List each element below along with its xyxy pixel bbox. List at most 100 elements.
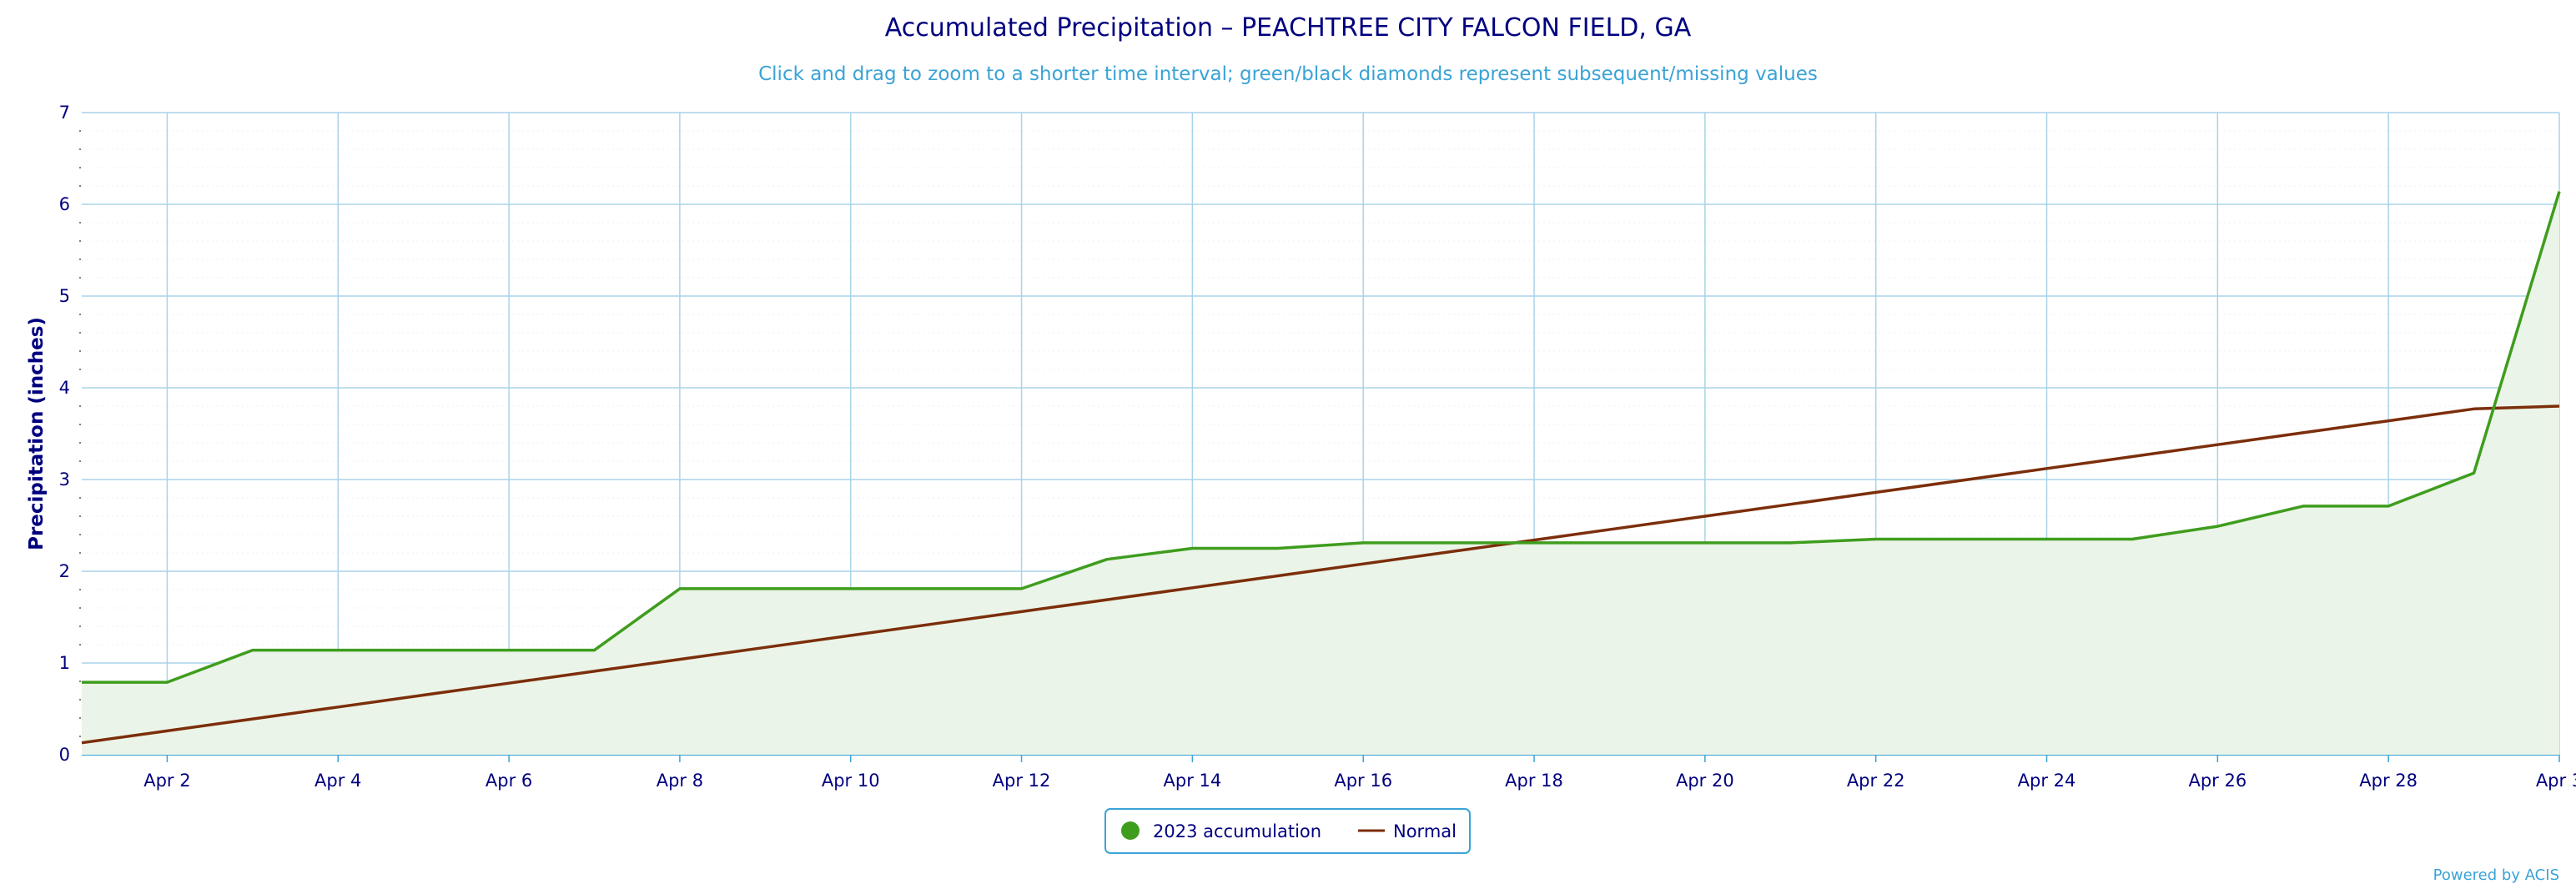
legend-box	[1104, 808, 1471, 854]
point-normal[interactable]	[1529, 535, 1539, 545]
point-normal[interactable]	[2469, 404, 2479, 414]
point-2023[interactable]	[1956, 535, 1966, 545]
point-2023[interactable]	[162, 677, 172, 687]
point-2023[interactable]	[675, 584, 685, 594]
point-normal[interactable]	[504, 678, 514, 688]
point-normal[interactable]	[419, 691, 429, 701]
point-normal[interactable]	[1444, 547, 1454, 557]
point-2023[interactable]	[77, 677, 87, 687]
point-normal[interactable]	[248, 714, 258, 724]
y-tick-label: 0	[59, 745, 70, 765]
y-tick-label: 7	[59, 103, 70, 123]
legend-marker-2023	[1121, 821, 1140, 840]
point-normal[interactable]	[77, 738, 87, 748]
point-normal[interactable]	[1956, 475, 1966, 485]
point-normal[interactable]	[1785, 500, 1795, 510]
x-tick-label: Apr 4	[314, 771, 361, 791]
point-2023[interactable]	[2127, 535, 2137, 545]
point-2023[interactable]	[504, 645, 514, 655]
point-normal[interactable]	[760, 642, 770, 652]
point-normal[interactable]	[2127, 452, 2137, 462]
point-2023[interactable]	[846, 584, 856, 594]
point-2023[interactable]	[1102, 555, 1112, 565]
point-2023[interactable]	[1187, 544, 1197, 554]
series-2023-line[interactable]	[82, 191, 2561, 684]
x-tick-label: Apr 22	[1847, 771, 1905, 791]
point-normal[interactable]	[1017, 606, 1027, 616]
point-normal[interactable]	[2383, 416, 2393, 426]
point-2023[interactable]	[248, 645, 258, 655]
point-2023[interactable]	[2212, 521, 2222, 531]
y-axis-title: Precipitation (inches)	[26, 317, 48, 550]
point-2023[interactable]	[333, 645, 343, 655]
point-normal[interactable]	[675, 655, 685, 665]
x-axis: Apr 2 Apr 4 Apr 6 Apr 8 Apr 10 Apr 12 Apr 14 Ap…	[143, 771, 2576, 791]
x-tick-label: Apr 28	[2359, 771, 2418, 791]
chart-title: Accumulated Precipitation – PEACHTREE CI…	[885, 13, 1692, 43]
point-normal[interactable]	[589, 666, 599, 676]
point-2023[interactable]	[2383, 501, 2393, 511]
point-normal[interactable]	[846, 630, 856, 640]
point-normal[interactable]	[1273, 571, 1283, 581]
point-2023[interactable]	[589, 645, 599, 655]
y-tick-label: 1	[59, 653, 70, 673]
point-2023[interactable]	[931, 584, 941, 594]
x-tick-label: Apr 10	[822, 771, 880, 791]
y-tick-label: 6	[59, 194, 70, 214]
point-normal[interactable]	[1187, 583, 1197, 593]
series-normal-line[interactable]	[81, 404, 2560, 745]
x-tick-label: Apr 8	[657, 771, 703, 791]
point-normal[interactable]	[2042, 464, 2052, 474]
point-normal[interactable]	[1358, 559, 1368, 569]
point-2023[interactable]	[1273, 544, 1283, 554]
point-2023[interactable]	[1785, 538, 1795, 548]
x-tick-label: Apr 12	[993, 771, 1051, 791]
point-normal[interactable]	[2212, 439, 2222, 450]
point-2023[interactable]	[1700, 538, 1710, 548]
y-axis: 0 1 2 3 4 5 6 7	[59, 103, 70, 765]
legend-item-2023-accumulation[interactable]: 2023 accumulation	[1121, 821, 1321, 841]
point-2023[interactable]	[2298, 501, 2308, 511]
minor-grid	[79, 130, 2559, 737]
point-normal[interactable]	[1700, 511, 1710, 521]
x-tick-label: Apr 20	[1676, 771, 1734, 791]
y-tick-label: 5	[59, 286, 70, 306]
point-2023[interactable]	[1444, 538, 1454, 548]
point-normal[interactable]	[162, 726, 172, 736]
point-2023[interactable]	[760, 584, 770, 594]
credits-link[interactable]: Powered by ACIS	[2433, 866, 2559, 884]
series-2023-area	[82, 191, 2559, 756]
point-normal[interactable]	[1871, 487, 1881, 497]
point-2023[interactable]	[1017, 584, 1027, 594]
point-2023[interactable]	[1614, 538, 1624, 548]
y-tick-label: 4	[59, 378, 70, 398]
x-tick-label: Apr 16	[1334, 771, 1392, 791]
point-normal[interactable]	[931, 619, 941, 629]
point-normal[interactable]	[1614, 523, 1624, 533]
x-tick-label: Apr 3	[2536, 771, 2576, 791]
chart-subtitle: Click and drag to zoom to a shorter time…	[758, 63, 1818, 85]
point-2023[interactable]	[419, 645, 429, 655]
x-tick-label: Apr 26	[2188, 771, 2246, 791]
x-tick-label: Apr 6	[486, 771, 532, 791]
point-2023[interactable]	[1358, 538, 1368, 548]
legend-label-normal: Normal	[1393, 821, 1457, 841]
point-2023[interactable]	[1871, 535, 1881, 545]
point-2023[interactable]	[2042, 535, 2052, 545]
legend-item-normal[interactable]: Normal	[1358, 821, 1457, 841]
series-layer[interactable]	[77, 187, 2564, 756]
legend[interactable]: 2023 accumulation Normal	[1104, 808, 1471, 854]
y-tick-label: 3	[59, 470, 70, 490]
point-2023[interactable]	[2554, 187, 2564, 197]
point-normal[interactable]	[1102, 595, 1112, 605]
point-normal[interactable]	[2554, 401, 2564, 411]
legend-label-2023: 2023 accumulation	[1153, 821, 1321, 841]
point-normal[interactable]	[333, 702, 343, 712]
point-2023[interactable]	[2469, 468, 2479, 478]
x-tick-label: Apr 18	[1505, 771, 1563, 791]
x-tick-label: Apr 24	[2018, 771, 2076, 791]
point-normal[interactable]	[2298, 428, 2308, 438]
x-tick-label: Apr 2	[143, 771, 190, 791]
y-tick-label: 2	[59, 561, 70, 581]
